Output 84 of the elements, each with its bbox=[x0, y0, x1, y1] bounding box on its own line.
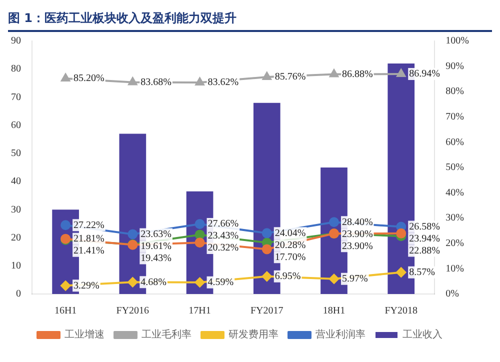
point bbox=[194, 277, 205, 288]
data-label: 26.58% bbox=[409, 221, 440, 232]
point bbox=[330, 69, 338, 78]
x-tick-label: 17H1 bbox=[188, 306, 211, 317]
data-label: 23.90% bbox=[342, 240, 373, 252]
point bbox=[60, 280, 71, 291]
point bbox=[396, 228, 406, 238]
data-label: 24.04% bbox=[274, 228, 306, 239]
y-tick-label: 30 bbox=[11, 204, 21, 216]
data-label: 85.76% bbox=[274, 72, 306, 83]
x-tick-label: FY2018 bbox=[384, 306, 418, 317]
point bbox=[195, 77, 204, 86]
data-label: 28.40% bbox=[342, 216, 373, 228]
y-tick-label: 70 bbox=[11, 92, 21, 103]
data-label: 4.59% bbox=[208, 277, 234, 288]
data-label: 21.41% bbox=[74, 245, 104, 256]
y2-tick-label: 100% bbox=[446, 36, 470, 47]
data-label: 83.62% bbox=[208, 77, 239, 88]
data-label: 27.66% bbox=[208, 218, 239, 230]
point bbox=[262, 72, 272, 80]
x-tick-label: 18H1 bbox=[322, 306, 346, 317]
x-tick-label: FY2017 bbox=[250, 306, 284, 317]
point bbox=[262, 271, 272, 282]
point bbox=[329, 274, 340, 284]
y2-tick-label: 80% bbox=[446, 86, 464, 98]
y2-tick-label: 10% bbox=[446, 263, 464, 274]
data-label: 19.43% bbox=[140, 252, 172, 264]
legend-label: 研发费用率 bbox=[228, 328, 278, 341]
legend-label: 营业利润率 bbox=[316, 328, 366, 341]
data-label: 4.68% bbox=[140, 276, 167, 288]
y2-tick-label: 50% bbox=[446, 162, 464, 174]
y-tick-label: 90 bbox=[11, 36, 21, 47]
y-tick-label: 10 bbox=[11, 260, 21, 272]
data-label: 23.63% bbox=[140, 228, 172, 240]
y-tick-label: 60 bbox=[11, 120, 21, 131]
point bbox=[194, 230, 205, 240]
y2-tick-label: 60% bbox=[446, 136, 464, 148]
x-tick-label: FY2016 bbox=[116, 306, 150, 317]
data-label: 83.68% bbox=[140, 76, 172, 88]
y-tick-label: 80 bbox=[11, 64, 21, 75]
data-label: 20.32% bbox=[208, 242, 239, 254]
legend-label: 工业增速 bbox=[64, 328, 104, 341]
y-tick-label: 0 bbox=[16, 288, 21, 300]
data-label: 19.61% bbox=[140, 240, 172, 252]
data-label: 22.88% bbox=[409, 245, 440, 256]
data-label: 23.94% bbox=[409, 233, 440, 244]
data-label: 3.29% bbox=[74, 280, 100, 292]
point bbox=[60, 220, 71, 230]
data-label: 21.81% bbox=[74, 233, 104, 244]
legend-label: 工业收入 bbox=[402, 328, 442, 341]
data-label: 6.95% bbox=[274, 271, 301, 282]
chart-title: 图 1：医药工业板块收入及盈利能力双提升 bbox=[8, 8, 492, 32]
data-label: 20.28% bbox=[274, 240, 306, 251]
point bbox=[396, 267, 406, 278]
data-label: 17.70% bbox=[274, 252, 306, 263]
data-label: 8.57% bbox=[409, 266, 435, 278]
data-label: 86.88% bbox=[342, 68, 373, 80]
point bbox=[194, 238, 205, 248]
y2-tick-label: 70% bbox=[446, 112, 464, 123]
data-label: 85.20% bbox=[74, 73, 104, 84]
data-label: 23.90% bbox=[342, 228, 373, 240]
point bbox=[329, 217, 340, 228]
x-tick-label: 16H1 bbox=[54, 306, 77, 317]
data-label: 23.43% bbox=[208, 230, 239, 242]
y2-tick-label: 40% bbox=[446, 187, 464, 198]
point bbox=[128, 277, 138, 288]
point bbox=[128, 229, 138, 240]
y-tick-label: 50 bbox=[11, 148, 21, 160]
data-label: 27.22% bbox=[74, 220, 104, 231]
point bbox=[128, 77, 138, 86]
y2-tick-label: 20% bbox=[446, 238, 464, 250]
point bbox=[194, 219, 205, 230]
data-label: 5.97% bbox=[342, 274, 368, 285]
y2-tick-label: 90% bbox=[446, 60, 464, 72]
y2-tick-label: 30% bbox=[446, 212, 464, 224]
point bbox=[262, 244, 272, 254]
point bbox=[396, 69, 406, 78]
y-tick-label: 40 bbox=[11, 176, 21, 188]
point bbox=[61, 73, 70, 82]
legend-label: 工业毛利率 bbox=[142, 328, 192, 341]
data-label: 86.94% bbox=[409, 68, 440, 80]
y-tick-label: 20 bbox=[11, 232, 21, 244]
y2-tick-label: 0% bbox=[446, 288, 460, 300]
point bbox=[262, 228, 272, 238]
